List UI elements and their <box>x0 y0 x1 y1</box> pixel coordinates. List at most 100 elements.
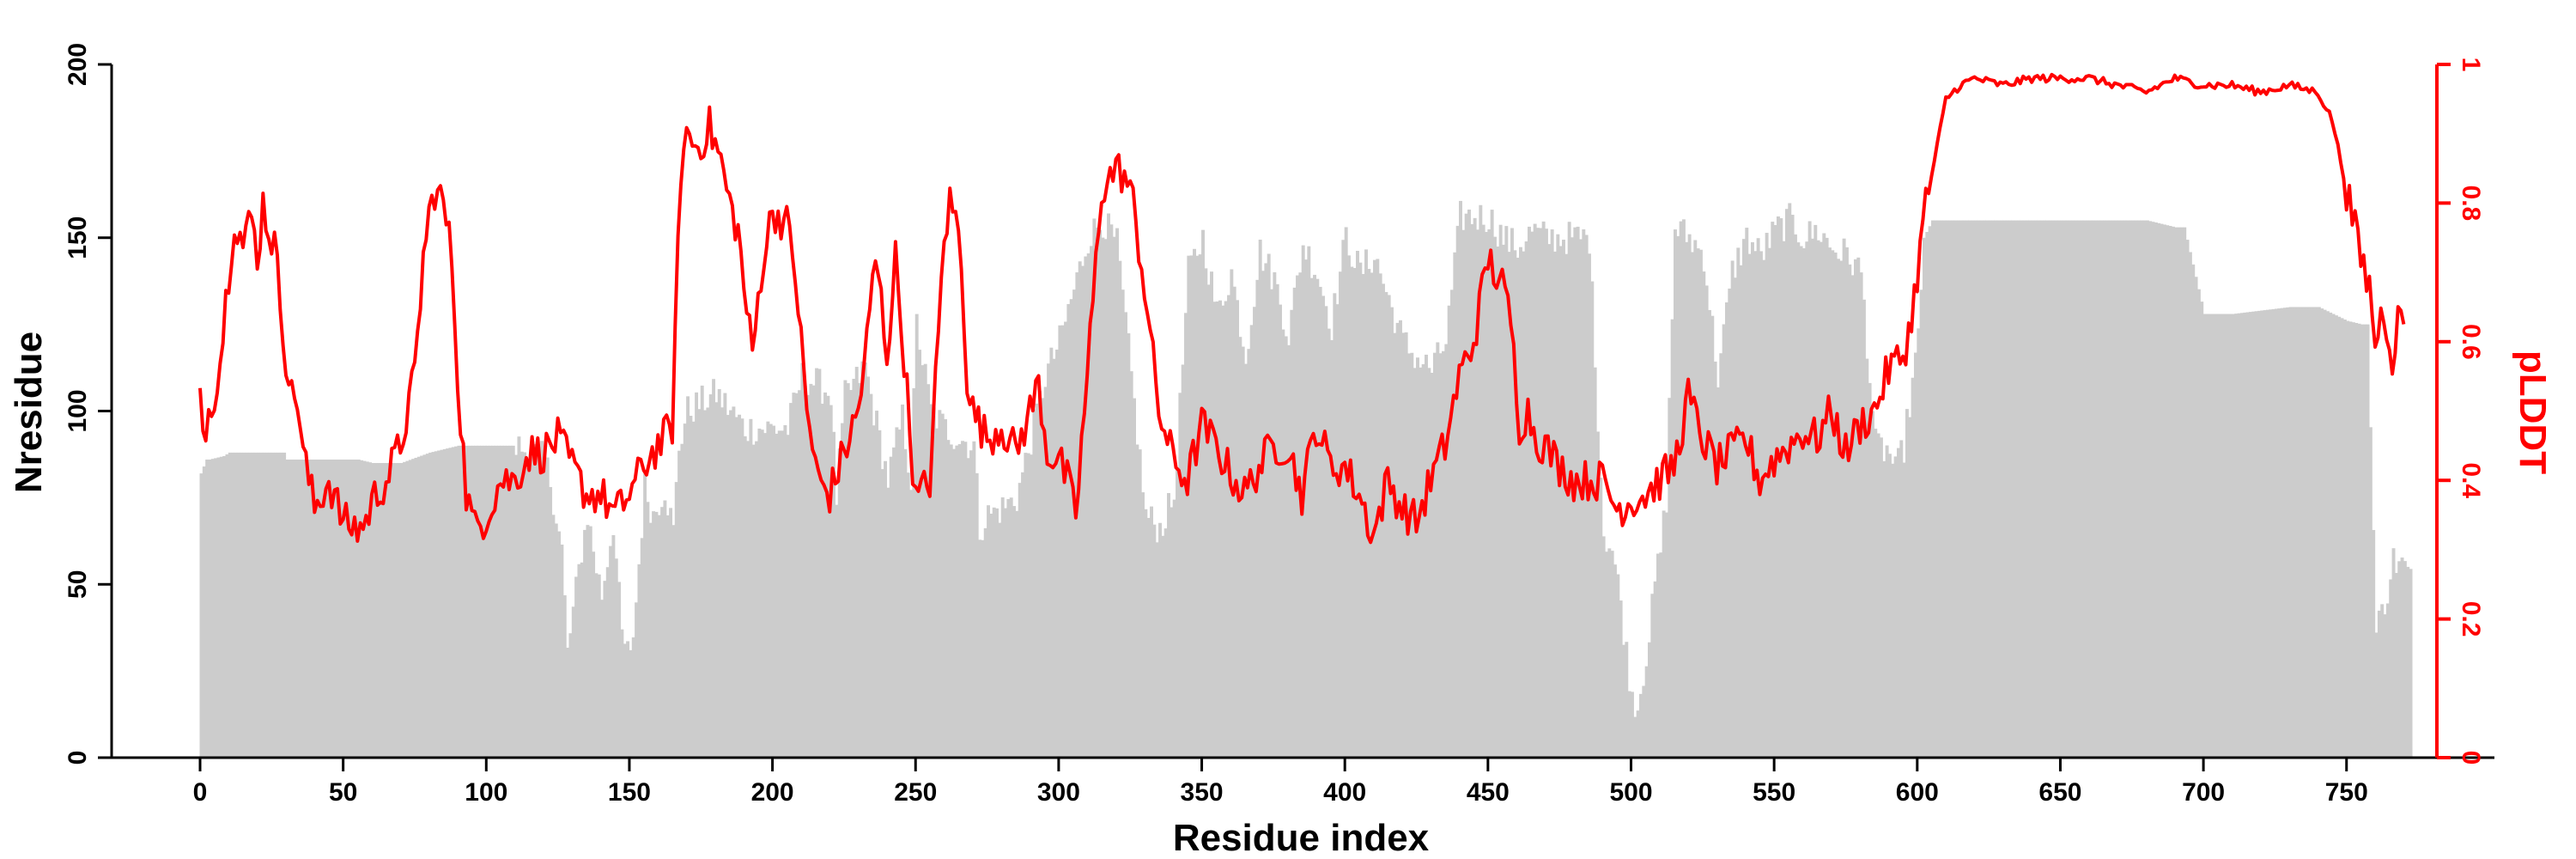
residue-bar <box>2288 307 2293 758</box>
residue-bar <box>1444 344 1449 758</box>
residue-bar <box>356 459 361 758</box>
residue-bar <box>1753 251 1758 758</box>
residue-bar <box>1959 220 1964 758</box>
residue-bar <box>1212 302 1217 758</box>
residue-bar <box>1118 260 1122 758</box>
residue-bar <box>1827 247 1832 758</box>
residue-bar <box>1287 344 1291 758</box>
residue-bar <box>1024 453 1028 758</box>
residue-bar <box>311 459 315 758</box>
axes-layer: 0 50 100 150 200 250 300 350 400 450 500 550 600 650 7… <box>64 43 2494 807</box>
residue-bar <box>219 456 223 758</box>
x-tick-label: 50 <box>329 778 357 807</box>
residue-bar <box>2360 324 2364 758</box>
residue-bar <box>1982 220 1986 758</box>
residue-bar <box>1327 328 1331 758</box>
residue-bar <box>305 459 309 758</box>
residue-bar <box>1619 600 1623 758</box>
residue-bar <box>1679 221 1683 758</box>
residue-bar <box>265 452 270 758</box>
residue-bar <box>1127 333 1131 758</box>
residue-bar <box>2145 220 2149 758</box>
residue-bar <box>425 454 429 758</box>
residue-bar <box>972 441 976 758</box>
residue-bar <box>1588 253 1591 758</box>
residue-bar <box>769 423 773 758</box>
residue-bar <box>2374 632 2379 758</box>
residue-bar <box>1896 448 1900 758</box>
residue-bar <box>545 457 550 758</box>
residue-bar <box>1593 367 1597 758</box>
residue-bar <box>2314 307 2318 758</box>
residue-bar <box>2050 220 2055 758</box>
residue-bar <box>1043 387 1048 758</box>
residue-bar <box>1816 240 1820 758</box>
residue-bar <box>491 445 495 758</box>
residue-bar <box>746 441 750 758</box>
residue-bar <box>763 433 768 758</box>
residue-bar <box>635 602 639 758</box>
residue-bar <box>2409 569 2413 758</box>
residue-bar <box>2177 227 2181 758</box>
residue-bar <box>477 445 481 758</box>
residue-bar <box>663 500 667 758</box>
y-axis-right-title: pLDDT <box>2512 350 2554 474</box>
residue-bar <box>1430 372 1434 758</box>
residue-bar <box>648 522 653 758</box>
residue-bar <box>2160 223 2164 758</box>
residue-bar <box>1009 497 1013 758</box>
residue-bar <box>1510 228 1514 758</box>
residue-bar <box>434 451 438 758</box>
residue-bar <box>643 473 647 758</box>
residue-bar <box>1908 417 1912 758</box>
residue-bar <box>1092 218 1097 758</box>
residue-bar <box>208 459 212 758</box>
residue-bar <box>952 448 957 758</box>
residue-bar <box>1450 289 1454 758</box>
x-tick-label: 300 <box>1037 778 1080 807</box>
residue-bar <box>1687 234 1692 758</box>
residue-bar <box>726 415 730 758</box>
residue-bar <box>2385 603 2390 758</box>
residue-bar <box>2363 324 2367 758</box>
residue-bar <box>1215 301 1219 758</box>
residue-bar <box>629 649 633 758</box>
residue-bar <box>1556 234 1560 758</box>
residue-bar <box>225 454 229 758</box>
residue-bar <box>1576 226 1580 758</box>
residue-bar <box>1639 693 1643 758</box>
residue-bar <box>2394 572 2398 758</box>
residue-bar <box>1341 240 1346 758</box>
residue-bar <box>1318 286 1322 758</box>
residue-bar <box>377 463 381 758</box>
residue-bar <box>1267 253 1271 758</box>
residue-bar <box>1610 551 1614 758</box>
residue-bar <box>2063 220 2067 758</box>
residue-bar <box>2179 227 2184 758</box>
residue-bar <box>1461 229 1466 758</box>
residue-bar <box>270 452 275 758</box>
residue-bar <box>1490 210 1494 758</box>
residue-bar <box>1049 347 1054 758</box>
residue-bar <box>1605 551 1608 758</box>
residue-bar <box>1848 264 1852 758</box>
residue-bar <box>2082 220 2087 758</box>
residue-bar <box>912 387 916 758</box>
residue-bar <box>2093 220 2098 758</box>
residue-bar <box>637 564 641 758</box>
residue-bar <box>2277 308 2281 758</box>
y-left-tick-label: 0 <box>64 751 92 765</box>
residue-bar <box>337 459 341 758</box>
residue-bar <box>843 380 848 758</box>
residue-bar <box>2294 307 2299 758</box>
residue-bar <box>1347 255 1351 758</box>
residue-bar <box>869 393 873 758</box>
residue-bar <box>841 423 845 758</box>
residue-bar <box>1922 237 1926 758</box>
residue-bar <box>245 452 249 758</box>
residue-bar <box>1066 303 1071 758</box>
residue-bar <box>1086 253 1091 758</box>
residue-bar <box>2280 308 2284 758</box>
residue-bar <box>2222 314 2227 758</box>
residue-bar <box>1968 220 1972 758</box>
